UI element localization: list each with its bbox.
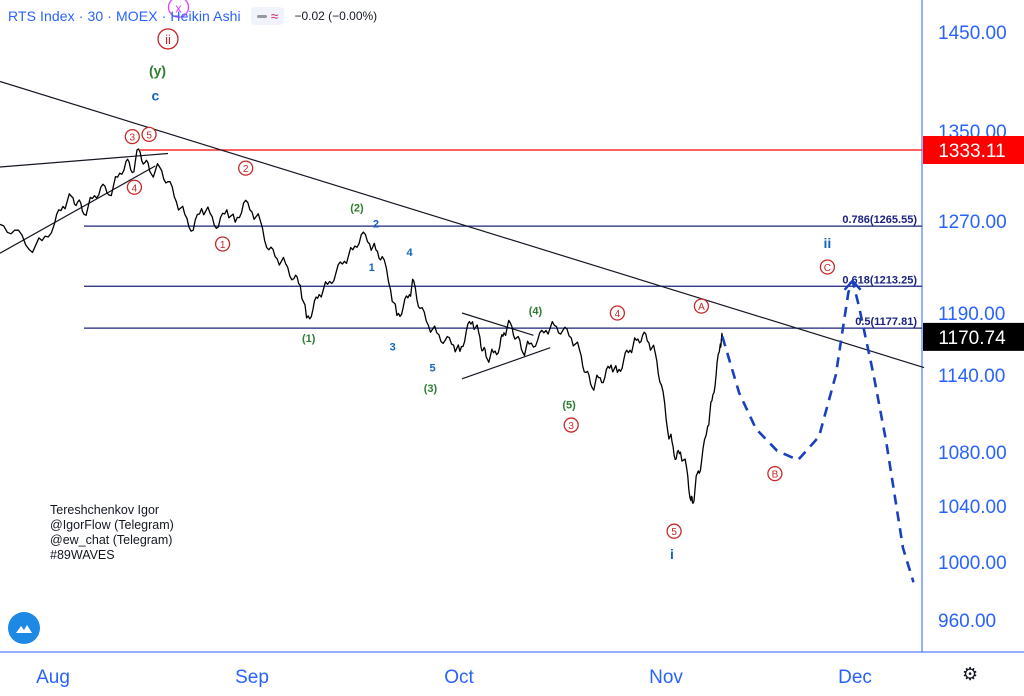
wave-label: 5 <box>430 363 436 375</box>
y-tick-label: 1190.00 <box>938 304 1005 325</box>
wave-label: 5 <box>146 130 152 141</box>
price-tag <box>923 136 1024 165</box>
wave-label: i <box>670 546 674 562</box>
wave-icon: ≈ <box>270 8 279 24</box>
wave-label: A <box>698 302 705 313</box>
wave-label: 2 <box>373 218 379 230</box>
wave-label: C <box>824 263 831 274</box>
wave-label-circle <box>767 465 783 482</box>
wave-label: (1) <box>302 333 316 345</box>
wave-label-circle <box>666 523 682 539</box>
wave-label: (3) <box>424 383 438 395</box>
y-tick-label: 1000.00 <box>938 553 1007 574</box>
trendline <box>0 165 156 254</box>
wave-label: c <box>152 87 160 103</box>
tradingview-logo-icon[interactable] <box>8 612 40 644</box>
forecast-path <box>721 279 915 583</box>
y-tick-label: 1080.00 <box>938 443 1007 464</box>
author-info: Tereshchenkov Igor @IgorFlow (Telegram) … <box>50 503 174 563</box>
fib-level-label: 0.5(1177.81) <box>855 316 917 328</box>
indicator-pill[interactable]: ≈ <box>250 7 285 25</box>
wave-label: 4 <box>615 309 621 320</box>
wave-label: 2 <box>243 164 249 175</box>
y-tick-label: 960.00 <box>938 611 996 632</box>
wave-label: ii <box>824 235 832 251</box>
fib-level-label: 0.786(1265.55) <box>842 214 917 226</box>
price-line <box>0 148 724 504</box>
wave-label-circle <box>563 417 579 433</box>
y-tick-label: 1040.00 <box>938 497 1007 518</box>
wave-label: (4) <box>529 306 543 318</box>
wave-label-circle <box>126 179 143 195</box>
wave-label-circle <box>167 0 190 18</box>
author-line: Tereshchenkov Igor <box>50 503 160 517</box>
forecast-arrow <box>843 278 862 291</box>
cloud-icon <box>16 625 32 633</box>
settings-gear-icon[interactable]: ⚙ <box>962 664 979 684</box>
wave-label: 1 <box>369 262 375 274</box>
wave-label: 3 <box>130 133 136 144</box>
wave-label-circle <box>124 128 140 145</box>
x-tick-label: Oct <box>444 667 474 688</box>
y-tick-label: 1140.00 <box>938 366 1005 387</box>
x-tick-label: Nov <box>649 667 683 688</box>
wave-label: (y) <box>149 63 166 79</box>
wave-label: 5 <box>671 527 677 538</box>
wave-label: 3 <box>568 421 574 432</box>
wave-label-circle <box>819 259 836 275</box>
x-tick-label: Sep <box>235 667 269 688</box>
wave-label: 3 <box>390 341 396 353</box>
minus-icon <box>256 14 267 18</box>
trendline <box>461 312 534 336</box>
wave-label: 4 <box>132 183 138 194</box>
wave-label-circle <box>141 126 157 143</box>
trendline <box>461 347 551 380</box>
chart-header: RTS Index · 30 · MOEX · Heikin Ashi ≈ −0… <box>8 6 377 26</box>
price-tag <box>923 322 1024 351</box>
fib-level-label: 0.618(1213.25) <box>842 274 917 286</box>
author-line: #89WAVES <box>50 548 115 562</box>
wave-label-circle <box>214 236 231 252</box>
x-tick-label: Aug <box>36 667 70 688</box>
trendline <box>0 152 169 168</box>
wave-label-circle <box>157 28 179 50</box>
author-line: @IgorFlow (Telegram) <box>50 518 174 532</box>
wave-label: ii <box>165 32 171 47</box>
wave-label: (2) <box>350 203 364 215</box>
y-tick-label: 1270.00 <box>938 212 1007 233</box>
wave-label: B <box>772 470 779 481</box>
wave-label-circle <box>609 305 626 321</box>
wave-label: (5) <box>562 400 576 412</box>
x-tick-label: Dec <box>838 667 872 688</box>
price-change: −0.02 (−0.00%) <box>294 9 378 23</box>
wave-label-circle <box>238 160 254 176</box>
price-tag-label: 1333.11 <box>938 141 1005 162</box>
price-tag-label: 1170.74 <box>938 328 1006 349</box>
wave-label-circle <box>693 298 710 314</box>
y-tick-label: 1450.00 <box>938 23 1007 44</box>
trendline <box>0 80 925 369</box>
wave-label: 4 <box>406 247 413 259</box>
wave-label: x <box>175 0 182 15</box>
wave-label: 1 <box>220 240 226 251</box>
symbol-title[interactable]: RTS Index · 30 · MOEX · Heikin Ashi <box>8 8 241 24</box>
author-line: @ew_chat (Telegram) <box>50 533 173 547</box>
